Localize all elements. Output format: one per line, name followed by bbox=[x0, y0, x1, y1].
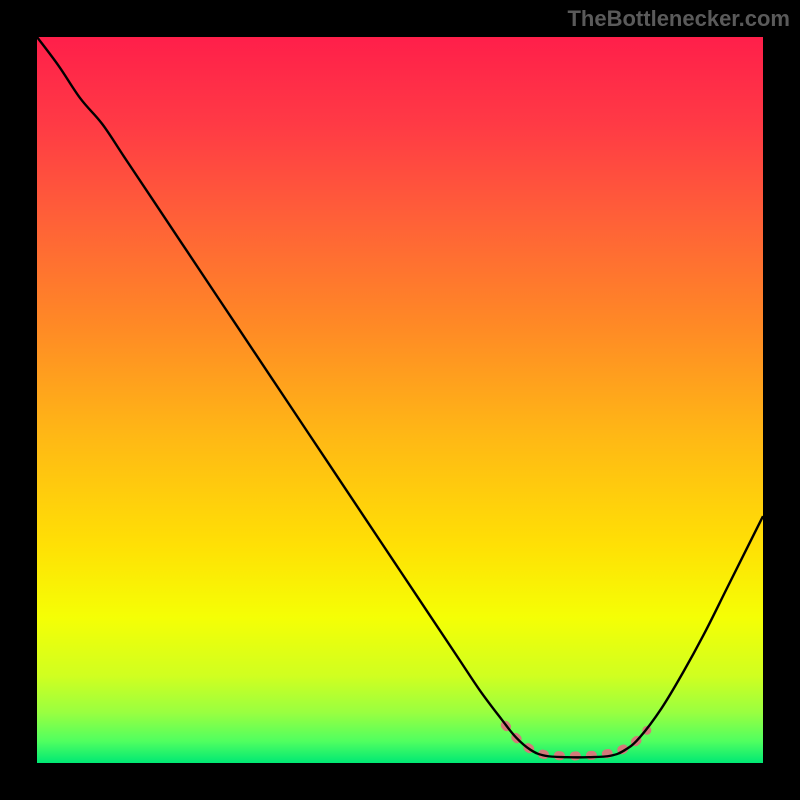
plot-area bbox=[37, 37, 763, 763]
watermark-text: TheBottlenecker.com bbox=[567, 6, 790, 32]
chart-container: TheBottlenecker.com bbox=[0, 0, 800, 800]
plot-svg bbox=[37, 37, 763, 763]
gradient-background bbox=[37, 37, 763, 763]
